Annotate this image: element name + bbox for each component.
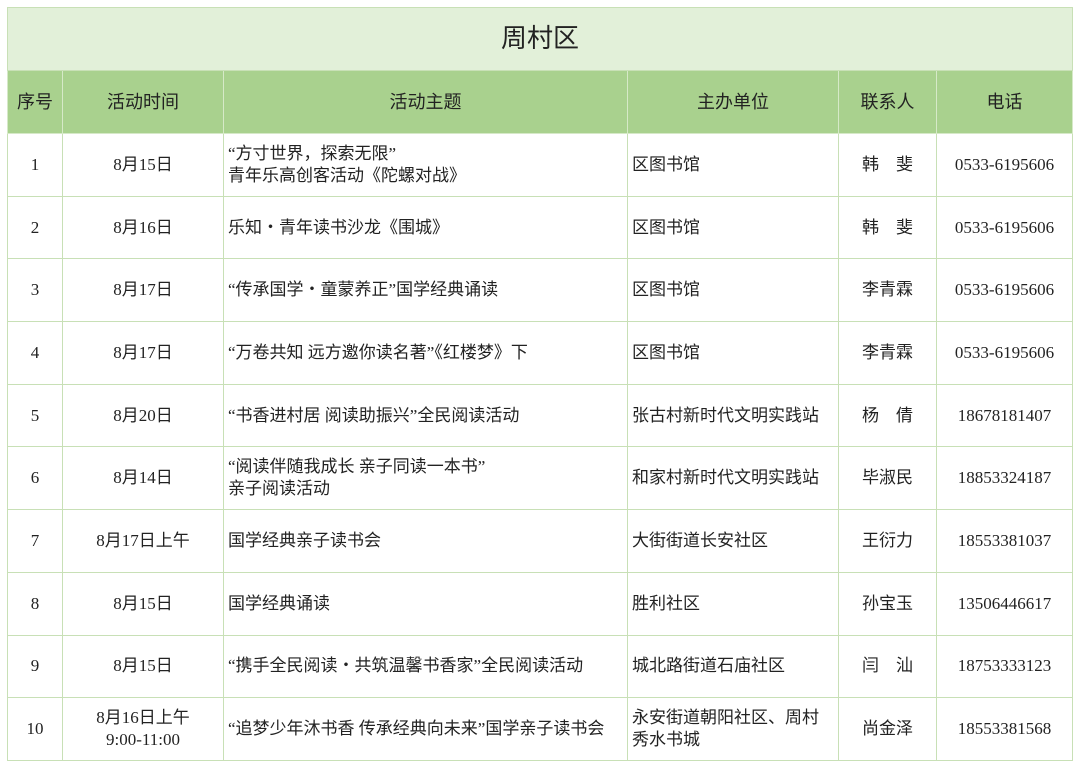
activity-time: 8月16日 bbox=[62, 195, 224, 260]
phone-number: 18678181407 bbox=[935, 383, 1074, 448]
activity-time: 8月20日 bbox=[62, 383, 224, 448]
row-number: 5 bbox=[7, 383, 63, 448]
header-org: 主办单位 bbox=[627, 70, 839, 134]
activity-time: 8月17日 bbox=[62, 321, 224, 385]
phone-number: 18553381568 bbox=[935, 697, 1074, 761]
activity-topic: 国学经典诵读 bbox=[223, 571, 628, 636]
organizer: 城北路街道石庙社区 bbox=[627, 634, 839, 699]
table-row: 2 8月16日 乐知・青年读书沙龙《围城》 区图书馆韩 斐 0533-6195606 bbox=[7, 195, 1074, 260]
organizer: 和家村新时代文明实践站 bbox=[627, 446, 839, 511]
header-phone: 电话 bbox=[935, 70, 1074, 134]
phone-number: 18853324187 bbox=[935, 446, 1074, 511]
contact-person: 王衍力 bbox=[838, 509, 937, 573]
row-number: 1 bbox=[7, 133, 63, 197]
table-title: 周村区 bbox=[6, 7, 1074, 71]
activity-time: 8月15日 bbox=[62, 634, 224, 699]
row-number: 6 bbox=[7, 446, 63, 511]
organizer: 区图书馆 bbox=[627, 258, 839, 323]
activity-time: 8月14日 bbox=[62, 446, 224, 511]
activity-table: 周村区 序号 活动时间 活动主题 主办单位 联系人 电话 1 8月15日 “方寸世界… bbox=[6, 7, 1074, 761]
contact-person: 毕淑民 bbox=[838, 446, 937, 511]
phone-number: 18753333123 bbox=[935, 634, 1074, 699]
phone-number: 13506446617 bbox=[935, 571, 1074, 636]
activity-topic: “方寸世界，探索无限” 青年乐高创客活动《陀螺对战》 bbox=[223, 133, 628, 197]
header-no: 序号 bbox=[7, 70, 63, 134]
phone-number: 0533-6195606 bbox=[935, 195, 1074, 260]
table-row: 3 8月17日 “传承国学・童蒙养正”国学经典诵读 区图书馆 李青霖 0533-61956… bbox=[7, 258, 1074, 323]
organizer: 张古村新时代文明实践站 bbox=[627, 383, 839, 448]
row-number: 10 bbox=[7, 697, 63, 761]
activity-topic: 乐知・青年读书沙龙《围城》 bbox=[223, 195, 628, 260]
organizer: 胜利社区 bbox=[627, 571, 839, 636]
organizer: 区图书馆 bbox=[627, 133, 839, 197]
table-row: 9 8月15日 “携手全民阅读・共筑温馨书香家”全民阅读活动 城北路街道石庙社区闫 汕… bbox=[7, 634, 1074, 699]
organizer: 永安街道朝阳社区、周村秀水书城 bbox=[627, 697, 839, 761]
row-number: 4 bbox=[7, 321, 63, 385]
organizer: 区图书馆 bbox=[627, 195, 839, 260]
contact-person: 韩 斐 bbox=[838, 195, 937, 260]
activity-topic: “万卷共知 远方邀你读名著”《红楼梦》下 bbox=[223, 321, 628, 385]
contact-person: 李青霖 bbox=[838, 258, 937, 323]
activity-time: 8月17日上午 bbox=[62, 509, 224, 573]
activity-topic: “追梦少年沐书香 传承经典向未来”国学亲子读书会 bbox=[223, 697, 628, 761]
activity-time: 8月17日 bbox=[62, 258, 224, 323]
table-row: 6 8月14日 “阅读伴随我成长 亲子同读一本书” 亲子阅读活动 和家村新时代文明实践… bbox=[7, 446, 1074, 511]
contact-person: 韩 斐 bbox=[838, 133, 937, 197]
row-number: 2 bbox=[7, 195, 63, 260]
contact-person: 尚金泽 bbox=[838, 697, 937, 761]
header-topic: 活动主题 bbox=[223, 70, 628, 134]
row-number: 9 bbox=[7, 634, 63, 699]
header-time: 活动时间 bbox=[62, 70, 224, 134]
phone-number: 0533-6195606 bbox=[935, 321, 1074, 385]
phone-number: 18553381037 bbox=[935, 509, 1074, 573]
activity-time: 8月15日 bbox=[62, 571, 224, 636]
activity-topic: “阅读伴随我成长 亲子同读一本书” 亲子阅读活动 bbox=[223, 446, 628, 511]
row-number: 3 bbox=[7, 258, 63, 323]
activity-topic: “携手全民阅读・共筑温馨书香家”全民阅读活动 bbox=[223, 634, 628, 699]
contact-person: 闫 汕 bbox=[838, 634, 937, 699]
activity-topic: “传承国学・童蒙养正”国学经典诵读 bbox=[223, 258, 628, 323]
phone-number: 0533-6195606 bbox=[935, 133, 1074, 197]
activity-topic: 国学经典亲子读书会 bbox=[223, 509, 628, 573]
row-number: 8 bbox=[7, 571, 63, 636]
activity-time: 8月15日 bbox=[62, 133, 224, 197]
activity-topic: “书香进村居 阅读助振兴”全民阅读活动 bbox=[223, 383, 628, 448]
contact-person: 杨 倩 bbox=[838, 383, 937, 448]
header-row: 序号 活动时间 活动主题 主办单位 联系人 电话 bbox=[7, 70, 1074, 134]
organizer: 区图书馆 bbox=[627, 321, 839, 385]
contact-person: 孙宝玉 bbox=[838, 571, 937, 636]
organizer: 大街街道长安社区 bbox=[627, 509, 839, 573]
contact-person: 李青霖 bbox=[838, 321, 937, 385]
phone-number: 0533-6195606 bbox=[935, 258, 1074, 323]
row-number: 7 bbox=[7, 509, 63, 573]
activity-time: 8月16日上午 9:00-11:00 bbox=[62, 697, 224, 761]
header-contact: 联系人 bbox=[838, 70, 937, 134]
table-row: 8 8月15日 国学经典诵读 胜利社区 孙宝玉 13506446617 bbox=[7, 571, 1074, 636]
table-row: 7 8月17日上午 国学经典亲子读书会 大街街道长安社区 王衍力 18553381037 bbox=[7, 509, 1074, 573]
title-row: 周村区 bbox=[6, 7, 1074, 71]
table-row: 4 8月17日 “万卷共知 远方邀你读名著”《红楼梦》下 区图书馆 李青霖 0533-61… bbox=[7, 321, 1074, 385]
table-row: 10 8月16日上午 9:00-11:00 “追梦少年沐书香 传承经典向未来”国学亲… bbox=[7, 697, 1074, 761]
